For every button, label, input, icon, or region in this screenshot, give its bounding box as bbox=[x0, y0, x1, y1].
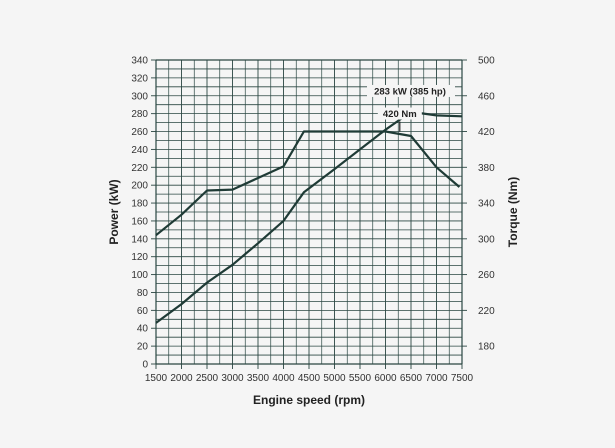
y2-axis-tick-label: 340 bbox=[478, 199, 495, 210]
y-axis-tick-label: 220 bbox=[131, 163, 148, 174]
y-axis-tick-label: 320 bbox=[131, 73, 148, 84]
x-axis-tick-label: 4000 bbox=[272, 373, 295, 384]
y2-axis-tick-label: 500 bbox=[478, 56, 495, 67]
x-axis-tick-label: 2500 bbox=[196, 373, 219, 384]
y-axis-tick-label: 0 bbox=[142, 360, 148, 371]
y2-axis-tick-label: 180 bbox=[478, 342, 495, 353]
x-axis-tick-label: 7500 bbox=[451, 373, 474, 384]
y2-axis-tick-label: 460 bbox=[478, 91, 495, 102]
y2-axis-tick-label: 260 bbox=[478, 270, 495, 281]
y-axis-tick-label: 140 bbox=[131, 234, 148, 245]
x-axis-tick-label: 6500 bbox=[400, 373, 423, 384]
y-axis-tick-label: 240 bbox=[131, 145, 148, 156]
x-axis-tick-label: 3500 bbox=[247, 373, 270, 384]
y-axis-tick-label: 280 bbox=[131, 109, 148, 120]
y-axis-tick-label: 80 bbox=[137, 288, 149, 299]
y-axis-tick-label: 260 bbox=[131, 127, 148, 138]
peak-power-label-bg bbox=[367, 84, 455, 97]
y-axis-tick-label: 120 bbox=[131, 252, 148, 263]
y-axis-tick-label: 40 bbox=[137, 324, 149, 335]
peak-power-label: 283 kW (385 hp) bbox=[374, 86, 446, 97]
torque-curve-line bbox=[155, 130, 461, 237]
x-axis-tick-label: 5500 bbox=[349, 373, 372, 384]
y2-axis-tick-label: 380 bbox=[478, 163, 495, 174]
y2-axis-title: Torque (Nm) bbox=[506, 177, 520, 247]
y-axis-tick-label: 100 bbox=[131, 270, 148, 281]
x-axis-tick-label: 5000 bbox=[323, 373, 346, 384]
y2-axis-tick-label: 420 bbox=[478, 127, 495, 138]
y-axis-tick-label: 20 bbox=[137, 342, 149, 353]
y-axis-tick-label: 340 bbox=[131, 56, 148, 67]
y2-axis-tick-label: 220 bbox=[478, 306, 495, 317]
y-axis-tick-label: 180 bbox=[131, 199, 148, 210]
x-axis-tick-label: 4500 bbox=[298, 373, 321, 384]
y2-axis-tick-label: 300 bbox=[478, 234, 495, 245]
x-axis-title: Engine speed (rpm) bbox=[253, 393, 365, 407]
y-axis-tick-label: 300 bbox=[131, 91, 148, 102]
x-axis-tick-label: 7000 bbox=[425, 373, 448, 384]
x-axis-tick-label: 1500 bbox=[145, 373, 168, 384]
y-axis-tick-label: 160 bbox=[131, 216, 148, 227]
x-axis-tick-label: 2000 bbox=[170, 373, 193, 384]
y-axis-title: Power (kW) bbox=[107, 179, 121, 244]
peak-torque-label-bg bbox=[377, 107, 422, 120]
x-axis-tick-label: 3000 bbox=[221, 373, 244, 384]
y-axis-tick-label: 60 bbox=[137, 306, 149, 317]
y-axis-tick-label: 200 bbox=[131, 181, 148, 192]
x-axis-tick-label: 6000 bbox=[374, 373, 397, 384]
peak-torque-label: 420 Nm bbox=[383, 109, 417, 120]
